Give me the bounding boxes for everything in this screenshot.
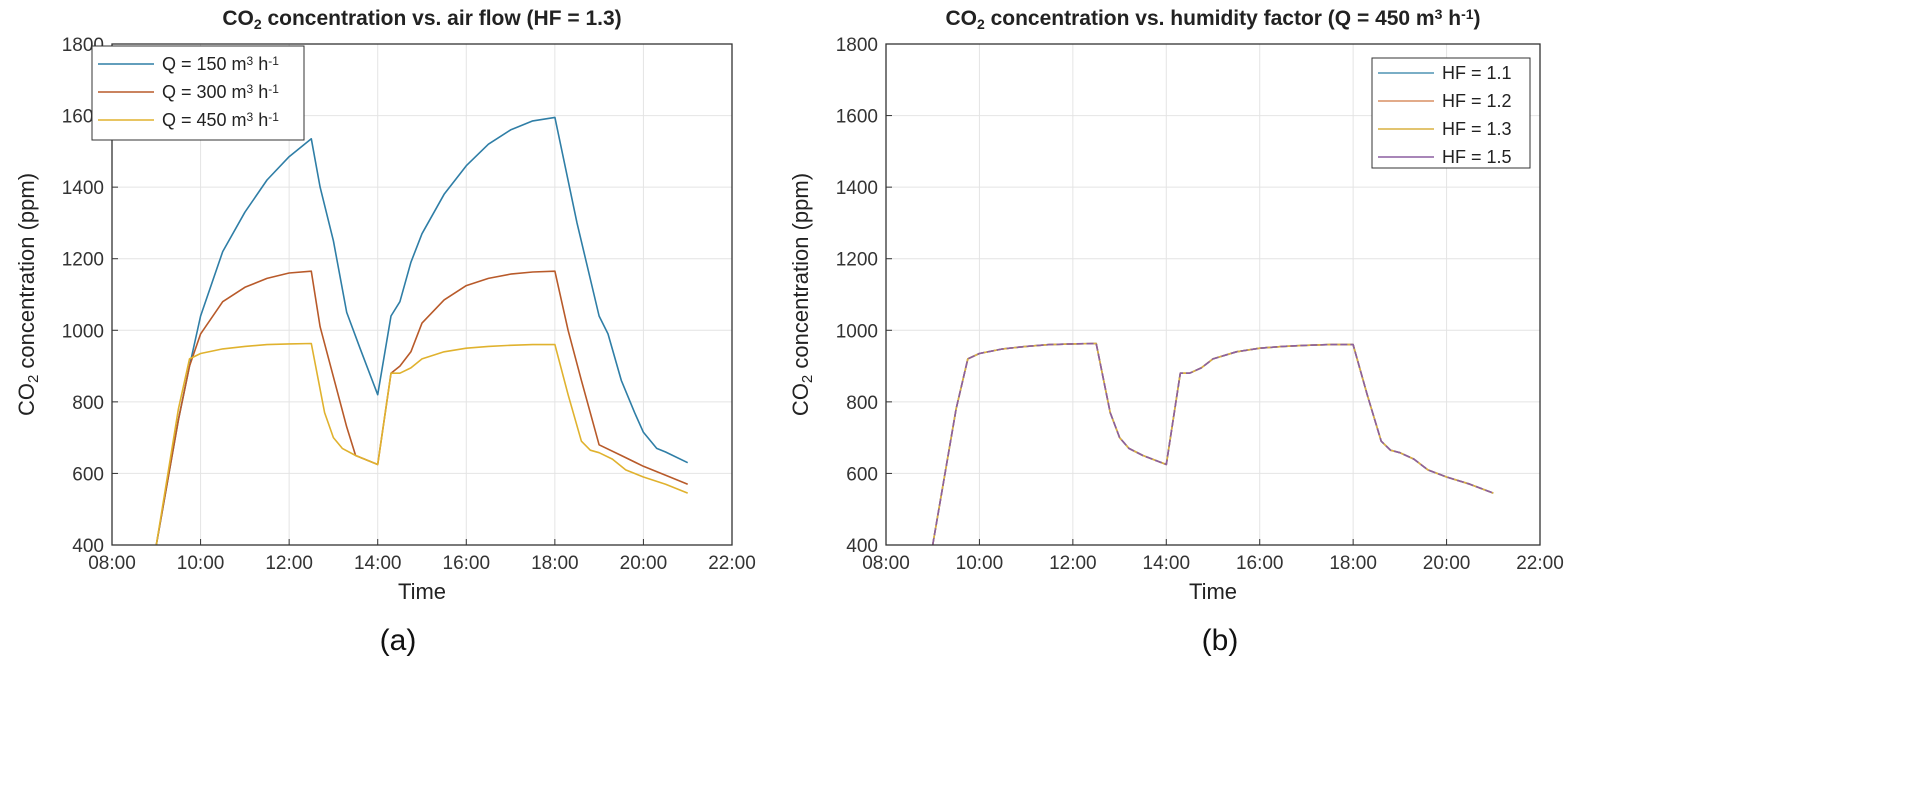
legend-label: Q = 300 m3 h-1 xyxy=(162,82,279,102)
x-tick-label: 22:00 xyxy=(708,553,756,574)
x-tick-label: 22:00 xyxy=(1516,553,1564,574)
legend-label: Q = 450 m3 h-1 xyxy=(162,110,279,130)
y-axis-label: CO2 concentration (ppm) xyxy=(14,173,42,416)
y-tick-label: 1600 xyxy=(836,107,878,128)
y-tick-label: 800 xyxy=(846,393,878,414)
y-tick-label: 1000 xyxy=(62,321,104,342)
x-tick-label: 20:00 xyxy=(1423,553,1471,574)
legend-label: HF = 1.3 xyxy=(1442,119,1512,139)
y-tick-label: 800 xyxy=(72,393,104,414)
x-axis-label: Time xyxy=(1189,579,1237,604)
y-tick-label: 600 xyxy=(846,464,878,485)
x-tick-label: 14:00 xyxy=(1143,553,1191,574)
legend-item-4: HF = 1.5 xyxy=(1378,147,1512,167)
legend-label: HF = 1.2 xyxy=(1442,91,1512,111)
series-line-2 xyxy=(931,342,1494,546)
legend-label: Q = 150 m3 h-1 xyxy=(162,54,279,74)
series-line-3 xyxy=(155,342,688,546)
x-tick-label: 14:00 xyxy=(354,553,402,574)
x-tick-label: 12:00 xyxy=(1049,553,1097,574)
x-tick-label: 20:00 xyxy=(620,553,668,574)
x-tick-label: 10:00 xyxy=(956,553,1004,574)
y-tick-label: 400 xyxy=(846,536,878,557)
legend-item-3: HF = 1.3 xyxy=(1378,119,1512,139)
x-tick-label: 08:00 xyxy=(862,553,910,574)
legend-item-3: Q = 450 m3 h-1 xyxy=(98,110,279,130)
legend-box xyxy=(91,45,305,141)
series-line-2 xyxy=(155,270,689,546)
x-tick-label: 08:00 xyxy=(88,553,136,574)
x-tick-label: 12:00 xyxy=(265,553,313,574)
plot-frame xyxy=(111,43,733,546)
legend-label: HF = 1.1 xyxy=(1442,63,1512,83)
legend-label: HF = 1.5 xyxy=(1442,147,1512,167)
series-line-4 xyxy=(931,342,1494,546)
legend-box xyxy=(1371,57,1531,169)
x-axis-label: Time xyxy=(398,579,446,604)
chart-title: CO2 concentration vs. humidity factor (Q… xyxy=(945,6,1480,32)
chart-panel-a: 08:00 10:00 12:00 14:00 16:00 18:00 20:00 22:00… xyxy=(14,7,756,657)
y-tick-label: 600 xyxy=(72,464,104,485)
x-tick-label: 18:00 xyxy=(531,553,579,574)
x-tick-label: 16:00 xyxy=(443,553,491,574)
y-tick-label: 1400 xyxy=(836,178,878,199)
x-tick-label: 10:00 xyxy=(177,553,225,574)
y-tick-label: 1000 xyxy=(836,321,878,342)
y-tick-label: 1400 xyxy=(62,178,104,199)
series-lines xyxy=(155,116,689,546)
panel-label: (a) xyxy=(380,624,417,657)
y-axis-label: CO2 concentration (ppm) xyxy=(788,173,816,416)
x-tick-label: 18:00 xyxy=(1329,553,1377,574)
legend: Q = 150 m3 h-1 Q = 300 m3 h-1 Q = 450 m3 h… xyxy=(91,45,305,141)
chart-panel-b: 08:00 10:00 12:00 14:00 16:00 18:00 20:00 22:00… xyxy=(788,6,1564,657)
y-tick-label: 1800 xyxy=(836,35,878,56)
y-tick-label: 400 xyxy=(72,536,104,557)
legend-item-2: Q = 300 m3 h-1 xyxy=(98,82,279,102)
legend-item-1: HF = 1.1 xyxy=(1378,63,1512,83)
series-line-1 xyxy=(155,116,689,546)
legend: HF = 1.1 HF = 1.2 HF = 1.3 HF = 1.5 xyxy=(1371,57,1531,169)
series-line-3 xyxy=(931,342,1494,546)
y-tick-label: 1200 xyxy=(62,250,104,271)
legend-item-1: Q = 150 m3 h-1 xyxy=(98,54,279,74)
panel-label: (b) xyxy=(1202,624,1239,657)
legend-item-2: HF = 1.2 xyxy=(1378,91,1512,111)
series-lines xyxy=(931,342,1494,546)
plot-frame xyxy=(885,43,1541,546)
y-tick-label: 1200 xyxy=(836,250,878,271)
chart-title: CO2 concentration vs. air flow (HF = 1.3… xyxy=(222,7,621,32)
series-line-1 xyxy=(931,342,1494,546)
x-tick-label: 16:00 xyxy=(1236,553,1284,574)
